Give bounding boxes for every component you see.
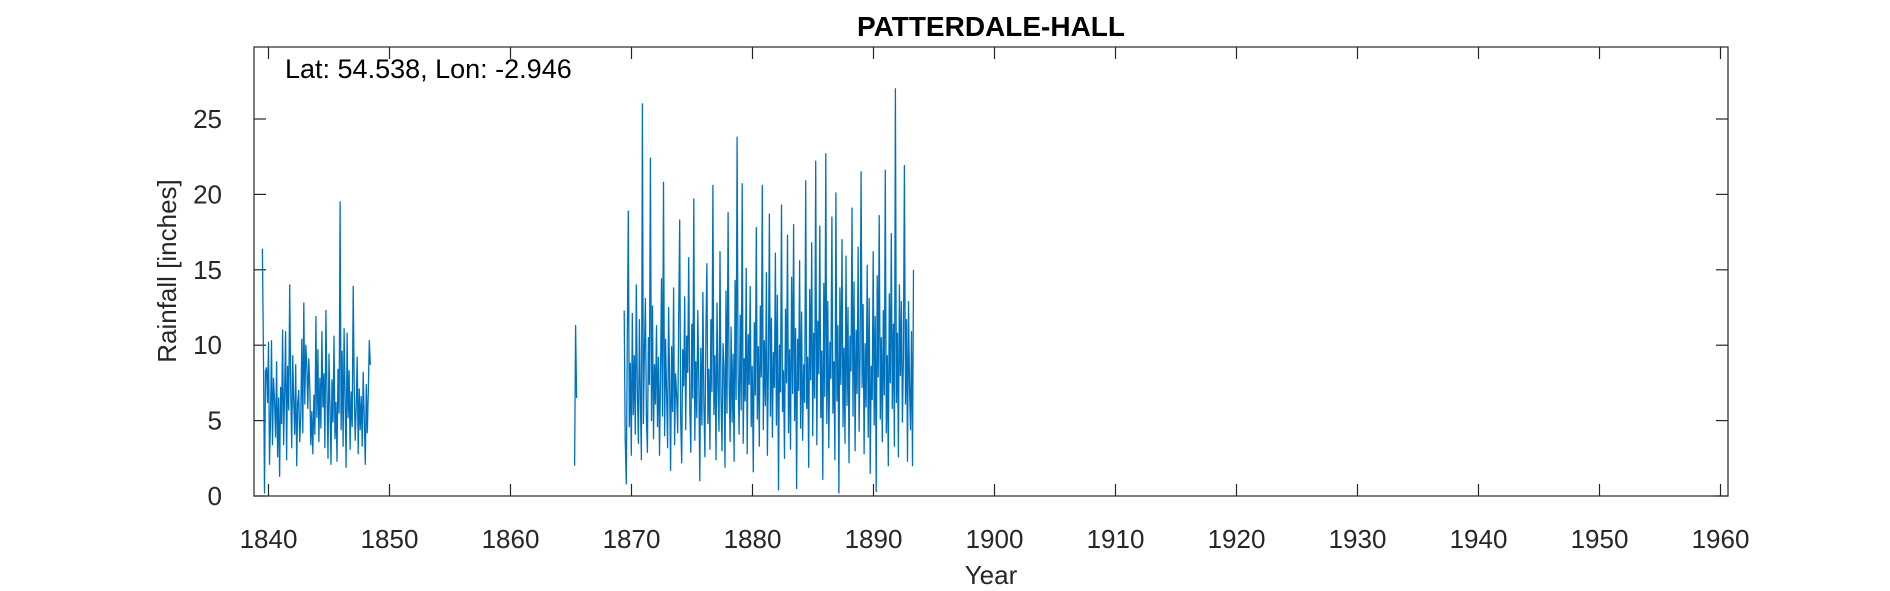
x-tick-label: 1930 — [1329, 524, 1387, 554]
x-tick-label: 1860 — [482, 524, 540, 554]
y-tick-label: 20 — [193, 179, 222, 209]
y-tick-label: 25 — [193, 104, 222, 134]
x-tick-label: 1920 — [1208, 524, 1266, 554]
axis-ticks: 1840 1850 1860 1870 1880 1890 1900 1910 1920 1930… — [193, 47, 1749, 554]
x-tick-label: 1840 — [240, 524, 298, 554]
x-tick-label: 1890 — [845, 524, 903, 554]
axes-box — [253, 46, 1729, 497]
x-tick-label: 1950 — [1571, 524, 1629, 554]
x-tick-label: 1940 — [1450, 524, 1508, 554]
x-tick-label: 1900 — [966, 524, 1024, 554]
y-tick-label: 15 — [193, 255, 222, 285]
x-tick-label: 1880 — [724, 524, 782, 554]
x-tick-label: 1870 — [603, 524, 661, 554]
y-axis-label: Rainfall [inches] — [152, 179, 182, 363]
rainfall-series-line — [261, 88, 915, 494]
location-annotation: Lat: 54.538, Lon: -2.946 — [285, 54, 572, 84]
y-tick-label: 10 — [193, 330, 222, 360]
x-tick-label: 1960 — [1692, 524, 1750, 554]
x-axis-label: Year — [965, 560, 1018, 590]
chart-title: PATTERDALE-HALL — [857, 11, 1125, 42]
x-tick-label: 1910 — [1087, 524, 1145, 554]
y-tick-label: 0 — [208, 481, 222, 511]
x-tick-label: 1850 — [361, 524, 419, 554]
y-tick-label: 5 — [208, 406, 222, 436]
